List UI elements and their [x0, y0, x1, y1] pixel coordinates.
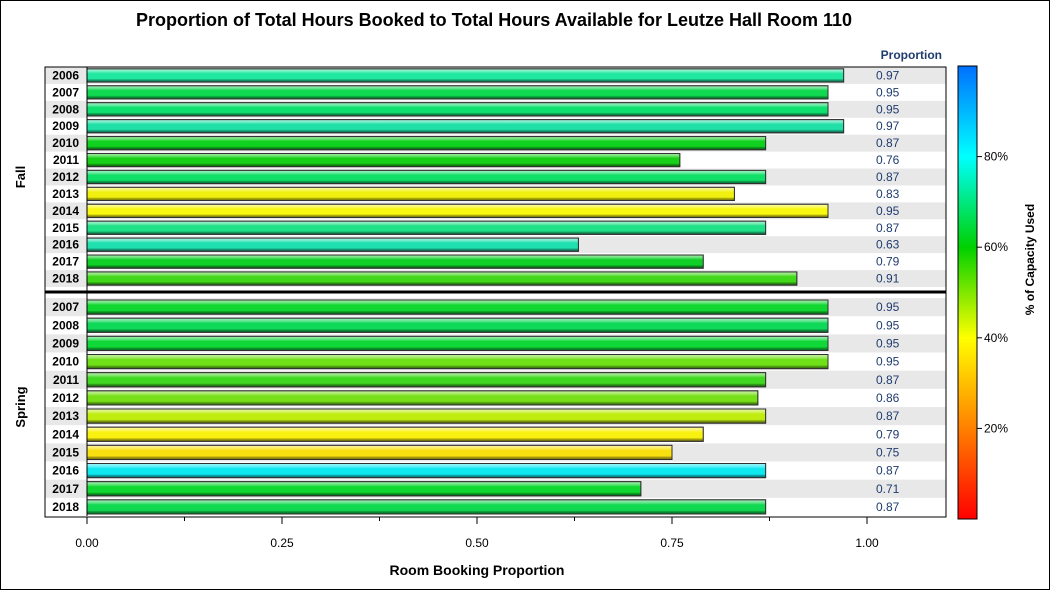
value-label: 0.97: [876, 119, 900, 133]
x-tick-label: 0.50: [465, 536, 489, 550]
value-label: 0.87: [876, 500, 900, 514]
bar-shading: [86, 152, 681, 168]
value-label: 0.75: [876, 445, 900, 459]
year-label: 2018: [52, 500, 79, 514]
value-label: 0.91: [876, 272, 900, 286]
x-tick-label: 0.75: [660, 536, 684, 550]
bar-shading: [86, 317, 829, 333]
value-label: 0.95: [876, 204, 900, 218]
value-label: 0.71: [876, 482, 900, 496]
year-label: 2006: [52, 68, 79, 82]
value-label: 0.97: [876, 68, 900, 82]
panel-label: Spring: [13, 386, 28, 427]
year-label: 2016: [52, 238, 79, 252]
bar-shading: [86, 353, 829, 370]
bar-shading: [86, 119, 845, 134]
bar-shading: [86, 102, 829, 117]
year-label: 2008: [52, 318, 79, 332]
value-label: 0.83: [876, 187, 900, 201]
value-label: 0.95: [876, 355, 900, 369]
colorbar-tick-label: 40%: [984, 331, 1008, 345]
bar-shading: [86, 462, 767, 479]
x-tick-label: 0.25: [270, 536, 294, 550]
year-label: 2007: [52, 85, 79, 99]
value-label: 0.63: [876, 238, 900, 252]
colorbar-label: % of Capacity Used: [1023, 204, 1037, 315]
bar-shading: [86, 335, 829, 352]
colorbar-tick-label: 20%: [984, 421, 1008, 435]
value-label: 0.87: [876, 221, 900, 235]
value-label: 0.87: [876, 409, 900, 423]
value-label: 0.76: [876, 153, 900, 167]
value-label: 0.79: [876, 255, 900, 269]
bar-shading: [86, 444, 673, 461]
bar-shading: [86, 237, 579, 252]
value-label: 0.87: [876, 136, 900, 150]
year-label: 2016: [52, 464, 79, 478]
year-label: 2011: [53, 373, 79, 387]
year-label: 2009: [52, 119, 79, 133]
year-label: 2012: [52, 391, 79, 405]
panel-label: Fall: [13, 166, 28, 188]
bar-shading: [86, 481, 642, 497]
bar-shading: [86, 408, 767, 424]
x-tick-label: 0.00: [75, 536, 99, 550]
bar-shading: [86, 271, 798, 286]
value-label: 0.95: [876, 300, 900, 314]
year-label: 2009: [52, 336, 79, 350]
bar-shading: [86, 426, 704, 442]
year-label: 2011: [53, 153, 79, 167]
bar-shading: [86, 390, 759, 406]
value-label: 0.87: [876, 373, 900, 387]
year-label: 2010: [52, 136, 79, 150]
value-label: 0.95: [876, 85, 900, 99]
value-label: 0.86: [876, 391, 900, 405]
bar-shading: [86, 372, 767, 388]
colorbar-tick-label: 80%: [984, 150, 1008, 164]
year-label: 2015: [52, 221, 79, 235]
bar-shading: [86, 499, 767, 515]
year-label: 2007: [52, 300, 79, 314]
value-column-header: Proportion: [881, 48, 942, 62]
value-label: 0.95: [876, 318, 900, 332]
year-label: 2017: [52, 255, 79, 269]
year-label: 2014: [52, 427, 79, 441]
year-label: 2008: [52, 102, 79, 116]
year-label: 2012: [52, 170, 79, 184]
year-label: 2013: [52, 187, 79, 201]
year-label: 2017: [52, 482, 79, 496]
x-axis-label: Room Booking Proportion: [390, 562, 565, 578]
bar-shading: [86, 203, 829, 218]
year-label: 2013: [52, 409, 79, 423]
value-label: 0.95: [876, 336, 900, 350]
value-label: 0.95: [876, 102, 900, 116]
bar-shading: [86, 186, 735, 202]
colorbar-scale: [957, 65, 978, 520]
year-label: 2015: [52, 445, 79, 459]
year-label: 2010: [52, 355, 79, 369]
year-label: 2018: [52, 272, 79, 286]
bar-shading: [86, 299, 829, 315]
year-label: 2014: [52, 204, 79, 218]
bar-shading: [86, 169, 767, 185]
bar-shading: [86, 220, 767, 235]
bar-shading: [86, 68, 845, 83]
bar-shading: [86, 85, 829, 100]
bar-shading: [86, 136, 767, 151]
bar-shading: [86, 254, 704, 269]
colorbar-tick-label: 60%: [984, 240, 1008, 254]
value-label: 0.87: [876, 170, 900, 184]
value-label: 0.87: [876, 464, 900, 478]
value-label: 0.79: [876, 427, 900, 441]
x-tick-label: 1.00: [855, 536, 879, 550]
chart-title: Proportion of Total Hours Booked to Tota…: [135, 10, 853, 30]
